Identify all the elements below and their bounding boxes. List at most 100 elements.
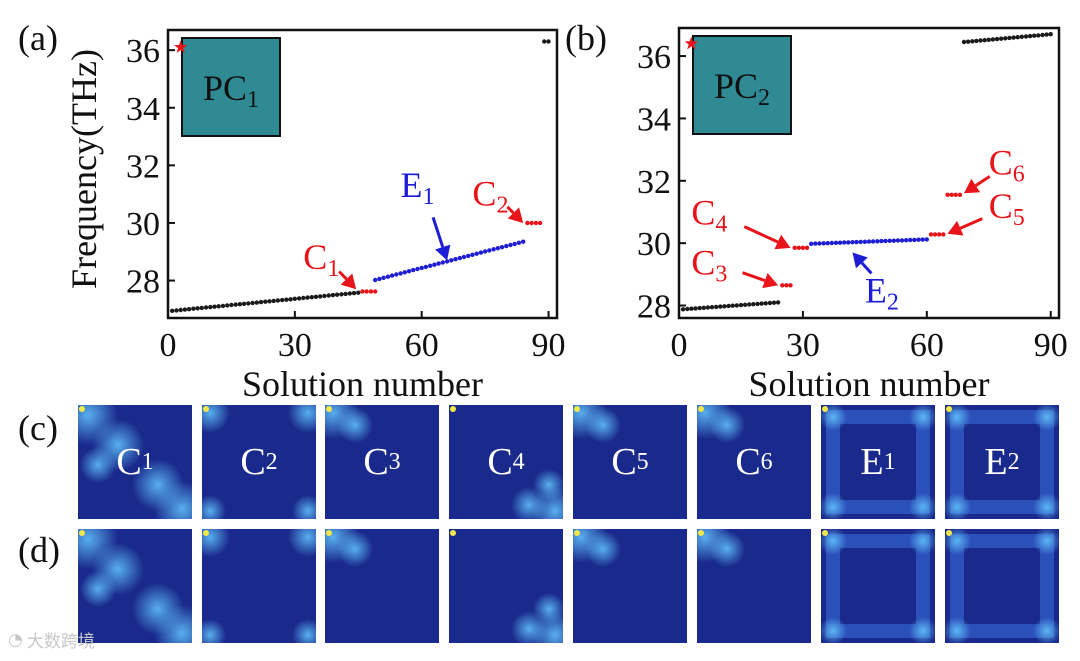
data-point xyxy=(866,239,872,244)
data-point xyxy=(928,232,934,237)
panel-label-d: (d) xyxy=(18,530,60,570)
data-point xyxy=(499,245,505,250)
data-point xyxy=(767,300,773,306)
data-point xyxy=(309,295,314,300)
data-point xyxy=(680,307,686,312)
data-point xyxy=(533,220,539,226)
data-point xyxy=(1007,35,1012,41)
data-point xyxy=(364,289,369,294)
series-C4 xyxy=(792,245,810,250)
data-point xyxy=(449,258,454,263)
annotation-C5: C5 xyxy=(947,186,1025,236)
x-tick-label: 90 xyxy=(532,327,566,364)
data-point xyxy=(937,232,942,237)
data-point xyxy=(521,239,526,244)
data-point xyxy=(288,297,293,302)
annotation-arrow xyxy=(743,225,779,244)
y-tick-label: 34 xyxy=(126,91,160,128)
series-C1 xyxy=(360,289,378,294)
data-point xyxy=(537,220,543,226)
data-point xyxy=(267,299,272,304)
annotation-C2: C2 xyxy=(472,174,524,223)
data-point xyxy=(1032,33,1037,38)
data-point xyxy=(478,250,484,255)
data-point xyxy=(949,192,954,197)
data-point xyxy=(718,304,723,309)
annotation-arrow xyxy=(506,205,515,215)
data-point xyxy=(697,305,702,311)
data-point xyxy=(381,275,386,280)
data-point xyxy=(850,240,855,245)
field-map-tile xyxy=(697,529,811,643)
data-point xyxy=(432,262,437,267)
annotation-arrow xyxy=(338,270,348,281)
x-tick-label: 90 xyxy=(1034,327,1068,364)
y-tick-label: 32 xyxy=(126,148,160,185)
arrow-head xyxy=(852,252,868,269)
data-point xyxy=(689,306,694,311)
y-tick-label: 36 xyxy=(637,39,671,76)
data-point xyxy=(904,238,909,243)
data-point xyxy=(726,303,731,309)
data-point xyxy=(965,39,971,44)
annotation-arrow xyxy=(974,175,991,187)
panel-label-c: (c) xyxy=(18,408,58,448)
data-point xyxy=(508,242,513,248)
chart-a: 0 30 60 90 28 30 32 34 36 Solution number Frequenc… xyxy=(64,28,566,404)
structure-label: PC1 xyxy=(203,68,259,113)
data-point xyxy=(784,283,789,288)
data-point xyxy=(373,289,378,294)
data-point xyxy=(854,239,859,245)
data-point xyxy=(415,266,420,272)
data-point xyxy=(220,303,226,309)
data-point xyxy=(254,300,259,305)
x-tick-label: 0 xyxy=(671,327,688,364)
series-C5 xyxy=(928,232,946,237)
x-tick-label: 60 xyxy=(910,327,944,364)
data-point xyxy=(887,238,892,243)
chart-b: 0 30 60 90 28 30 32 34 36 Solution number PC2 C4 C3 E… xyxy=(637,26,1068,404)
data-point xyxy=(920,237,925,242)
data-point xyxy=(377,276,382,282)
data-point xyxy=(685,306,690,312)
data-point xyxy=(722,304,727,309)
data-point xyxy=(182,307,188,312)
y-tick-label: 36 xyxy=(126,33,160,70)
annotation-arrow xyxy=(431,216,445,248)
annotation-C3: C3 xyxy=(691,242,779,289)
data-point xyxy=(237,302,243,307)
data-point xyxy=(491,247,496,252)
data-point xyxy=(978,38,983,43)
data-point xyxy=(1027,33,1033,39)
data-point xyxy=(339,292,344,297)
annotation-C4: C4 xyxy=(691,192,791,250)
data-point xyxy=(516,240,522,245)
data-point xyxy=(891,238,896,243)
annotation-label: C6 xyxy=(989,143,1025,188)
data-point xyxy=(246,301,251,306)
arrow-head xyxy=(340,273,357,290)
annotation-C1: C1 xyxy=(303,237,357,290)
field-map-tile xyxy=(821,529,935,643)
data-point xyxy=(170,308,175,313)
data-point xyxy=(858,239,863,245)
data-point xyxy=(982,38,987,43)
data-point xyxy=(334,292,340,297)
data-point xyxy=(512,241,517,247)
data-point xyxy=(487,248,492,253)
series-E1 xyxy=(373,239,526,283)
series-bulk-high xyxy=(542,39,551,44)
data-point xyxy=(788,283,793,288)
data-point xyxy=(821,241,826,246)
data-point xyxy=(546,39,551,44)
data-point xyxy=(330,292,336,298)
y-tick-label: 30 xyxy=(637,226,671,263)
annotation-label: C1 xyxy=(303,237,339,282)
series-bulk-low xyxy=(680,300,781,312)
data-point xyxy=(1036,33,1041,38)
data-point xyxy=(394,272,399,277)
